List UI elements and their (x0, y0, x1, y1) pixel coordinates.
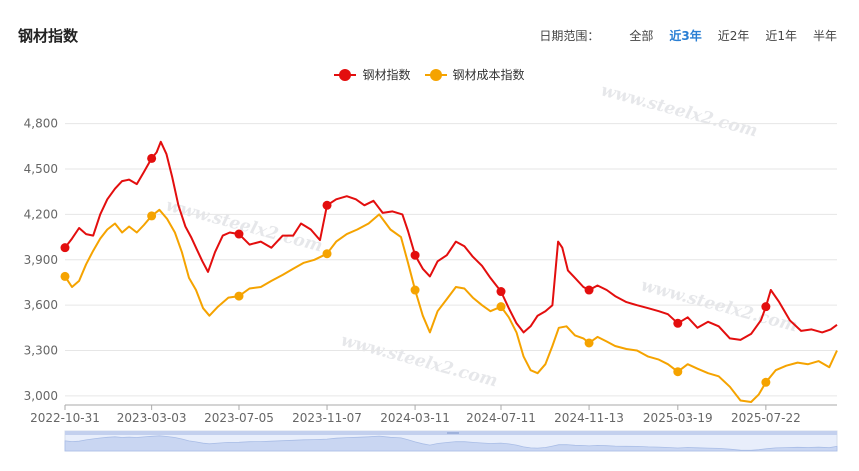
zoom-slider-handle-icon[interactable] (447, 432, 459, 434)
cost-index-point[interactable] (60, 271, 70, 281)
steel-index-point[interactable] (496, 287, 506, 297)
y-tick-label: 4,200 (24, 207, 58, 221)
steel-index-point[interactable] (761, 302, 771, 312)
cost-index-point[interactable] (322, 249, 332, 259)
legend-marker-icon (424, 68, 447, 81)
range-option-6m[interactable]: 半年 (812, 29, 837, 43)
y-tick-label: 4,800 (24, 117, 58, 131)
watermark-text: www.steelx2.com (339, 331, 500, 392)
x-tick-label: 2025-03-19 (643, 411, 713, 425)
steel-index-point[interactable] (60, 243, 70, 253)
x-tick-label: 2023-03-03 (117, 411, 187, 425)
y-tick-label: 4,500 (24, 162, 58, 176)
legend-label-cost-index: 钢材成本指数 (452, 68, 525, 82)
y-tick-label: 3,000 (24, 389, 58, 403)
steel-index-point[interactable] (673, 318, 683, 328)
x-tick-label: 2024-11-13 (554, 411, 624, 425)
range-option-all[interactable]: 全部 (629, 29, 654, 43)
x-tick-label: 2025-07-22 (731, 411, 801, 425)
cost-index-point[interactable] (147, 211, 157, 221)
zoom-slider[interactable] (64, 430, 838, 452)
cost-index-point[interactable] (673, 367, 683, 377)
watermark-text: www.steelx2.com (599, 81, 760, 142)
cost-index-point[interactable] (234, 291, 244, 301)
x-tick-label: 2024-03-11 (380, 411, 450, 425)
cost-index-point[interactable] (496, 302, 506, 312)
y-tick-label: 3,600 (24, 298, 58, 312)
cost-index-line (64, 208, 838, 403)
legend-item-cost-index[interactable]: 钢材成本指数 (424, 66, 525, 83)
steel-index-point[interactable] (234, 229, 244, 239)
x-tick-label: 2024-07-11 (466, 411, 536, 425)
steel-index-point[interactable] (584, 285, 594, 295)
range-option-1y[interactable]: 近1年 (765, 29, 797, 43)
y-tick-label: 3,300 (24, 344, 58, 358)
steel-index-point[interactable] (410, 250, 420, 260)
cost-index-point[interactable] (761, 377, 771, 387)
range-option-2y[interactable]: 近2年 (717, 29, 750, 43)
x-tick-label: 2023-11-07 (292, 411, 362, 425)
date-range-selector: 日期范围： 全部 近3年 近2年 近1年 半年 (539, 27, 837, 44)
y-tick-label: 3,900 (24, 253, 58, 267)
chart-title: 钢材指数 (18, 27, 79, 45)
cost-index-point[interactable] (410, 285, 420, 295)
legend-label-steel-index: 钢材指数 (362, 68, 411, 82)
range-option-3y[interactable]: 近3年 (669, 29, 702, 43)
date-range-label: 日期范围： (539, 29, 600, 43)
steel-index-point[interactable] (147, 153, 157, 163)
legend-marker-icon (334, 68, 357, 81)
zoom-slider-preview (64, 435, 838, 452)
steel-index-line (64, 140, 838, 341)
legend-item-steel-index[interactable]: 钢材指数 (334, 66, 411, 83)
x-tick-label: 2022-10-31 (30, 411, 100, 425)
watermark-layer: www.steelx2.comwww.steelx2.comwww.steelx… (164, 81, 800, 392)
cost-index-point[interactable] (584, 338, 594, 348)
steel-index-point[interactable] (322, 200, 332, 210)
chart-legend: 钢材指数 钢材成本指数 (0, 66, 859, 83)
x-tick-label: 2023-07-05 (204, 411, 274, 425)
